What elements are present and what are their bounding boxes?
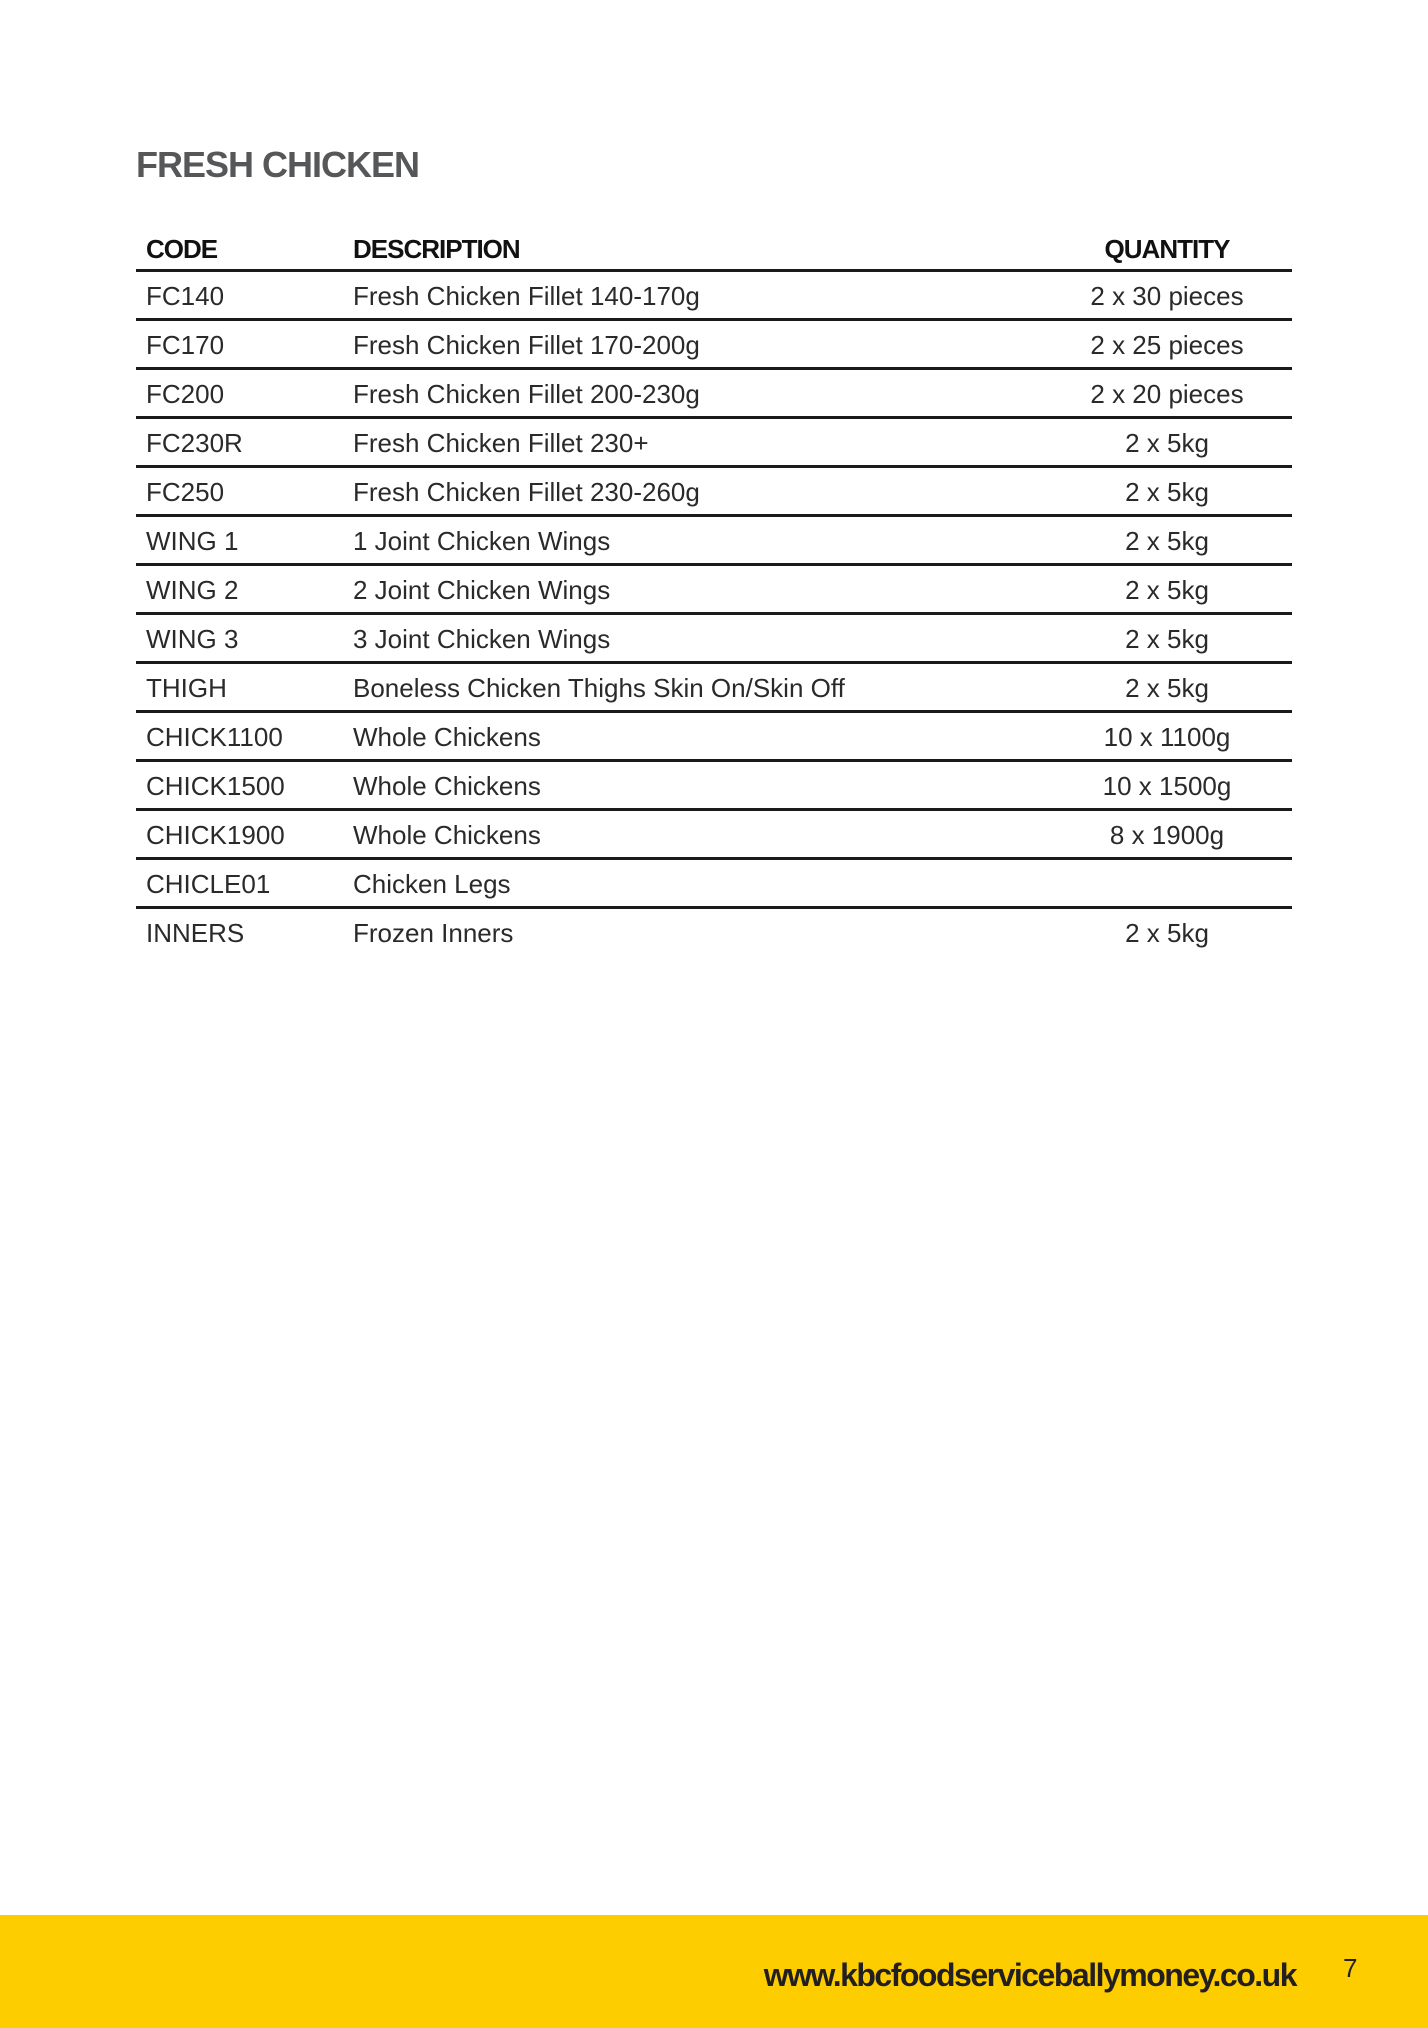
- cell-code: CHICK1100: [146, 722, 283, 752]
- table-row: FC140 Fresh Chicken Fillet 140-170g 2 x 30…: [136, 272, 1292, 321]
- header-code: CODE: [146, 234, 218, 264]
- cell-quantity: 2 x 5kg: [1125, 624, 1209, 654]
- cell-quantity: 2 x 5kg: [1125, 526, 1209, 556]
- footer-bar: www.kbcfoodserviceballymoney.co.uk 7: [0, 1915, 1428, 2028]
- table-row: FC230R Fresh Chicken Fillet 230+ 2 x 5kg: [136, 419, 1292, 468]
- cell-code: INNERS: [146, 918, 245, 948]
- header-description: DESCRIPTION: [353, 234, 521, 264]
- table-row: WING 3 3 Joint Chicken Wings 2 x 5kg: [136, 615, 1292, 664]
- cell-code: WING 1: [146, 526, 239, 556]
- website-link[interactable]: www.kbcfoodserviceballymoney.co.uk: [763, 1957, 1298, 1993]
- cell-description: 3 Joint Chicken Wings: [353, 624, 611, 654]
- table-row: CHICK1900 Whole Chickens 8 x 1900g: [136, 811, 1292, 860]
- table-row: CHICK1500 Whole Chickens 10 x 1500g: [136, 762, 1292, 811]
- cell-code: CHICK1900: [146, 820, 285, 850]
- cell-description: Whole Chickens: [353, 771, 541, 801]
- cell-quantity: 2 x 20 pieces: [1090, 379, 1244, 409]
- header-quantity: QUANTITY: [1104, 234, 1231, 264]
- cell-description: Fresh Chicken Fillet 230-260g: [353, 477, 700, 507]
- cell-code: FC170: [146, 330, 225, 360]
- cell-description: Whole Chickens: [353, 820, 541, 850]
- cell-description: 2 Joint Chicken Wings: [353, 575, 611, 605]
- cell-description: Frozen Inners: [353, 918, 514, 948]
- cell-code: CHICLE01: [146, 869, 271, 899]
- table-row: FC170 Fresh Chicken Fillet 170-200g 2 x 25…: [136, 321, 1292, 370]
- table-row: FC200 Fresh Chicken Fillet 200-230g 2 x 20…: [136, 370, 1292, 419]
- page-title: FRESH CHICKEN: [136, 144, 420, 185]
- cell-quantity: 8 x 1900g: [1109, 820, 1225, 850]
- cell-quantity: 2 x 5kg: [1125, 428, 1209, 458]
- cell-code: FC200: [146, 379, 225, 409]
- cell-description: Fresh Chicken Fillet 230+: [353, 428, 649, 458]
- table-row: WING 1 1 Joint Chicken Wings 2 x 5kg: [136, 517, 1292, 566]
- cell-code: WING 3: [146, 624, 239, 654]
- cell-quantity: 2 x 5kg: [1125, 918, 1209, 948]
- table-row: CHICK1100 Whole Chickens 10 x 1100g: [136, 713, 1292, 762]
- cell-description: Fresh Chicken Fillet 200-230g: [353, 379, 700, 409]
- table-row: INNERS Frozen Inners 2 x 5kg: [136, 909, 1292, 955]
- cell-quantity: 2 x 5kg: [1125, 477, 1209, 507]
- cell-description: Fresh Chicken Fillet 140-170g: [353, 281, 700, 311]
- table-row: CHICLE01 Chicken Legs: [136, 860, 1292, 909]
- cell-quantity: 2 x 5kg: [1125, 673, 1209, 703]
- cell-code: CHICK1500: [146, 771, 285, 801]
- cell-description: Boneless Chicken Thighs Skin On/Skin Off: [353, 673, 845, 703]
- product-table: CODE DESCRIPTION QUANTITY FC140 Fresh Chi…: [136, 232, 1292, 955]
- cell-code: WING 2: [146, 575, 239, 605]
- table-row: FC250 Fresh Chicken Fillet 230-260g 2 x 5k…: [136, 468, 1292, 517]
- cell-code: THIGH: [146, 673, 227, 703]
- cell-quantity: 2 x 25 pieces: [1090, 330, 1244, 360]
- table-row: WING 2 2 Joint Chicken Wings 2 x 5kg: [136, 566, 1292, 615]
- table-row: THIGH Boneless Chicken Thighs Skin On/Ski…: [136, 664, 1292, 713]
- cell-quantity: 10 x 1500g: [1102, 771, 1232, 801]
- cell-description: Whole Chickens: [353, 722, 541, 752]
- page-number: 7: [1343, 1953, 1358, 1983]
- cell-code: FC140: [146, 281, 225, 311]
- table-header: CODE DESCRIPTION QUANTITY: [136, 232, 1292, 272]
- cell-description: 1 Joint Chicken Wings: [353, 526, 611, 556]
- cell-quantity: 10 x 1100g: [1103, 722, 1231, 752]
- cell-code: FC230R: [146, 428, 243, 458]
- cell-description: Chicken Legs: [353, 869, 511, 899]
- cell-code: FC250: [146, 477, 225, 507]
- cell-description: Fresh Chicken Fillet 170-200g: [353, 330, 700, 360]
- cell-quantity: 2 x 30 pieces: [1090, 281, 1244, 311]
- cell-quantity: 2 x 5kg: [1125, 575, 1209, 605]
